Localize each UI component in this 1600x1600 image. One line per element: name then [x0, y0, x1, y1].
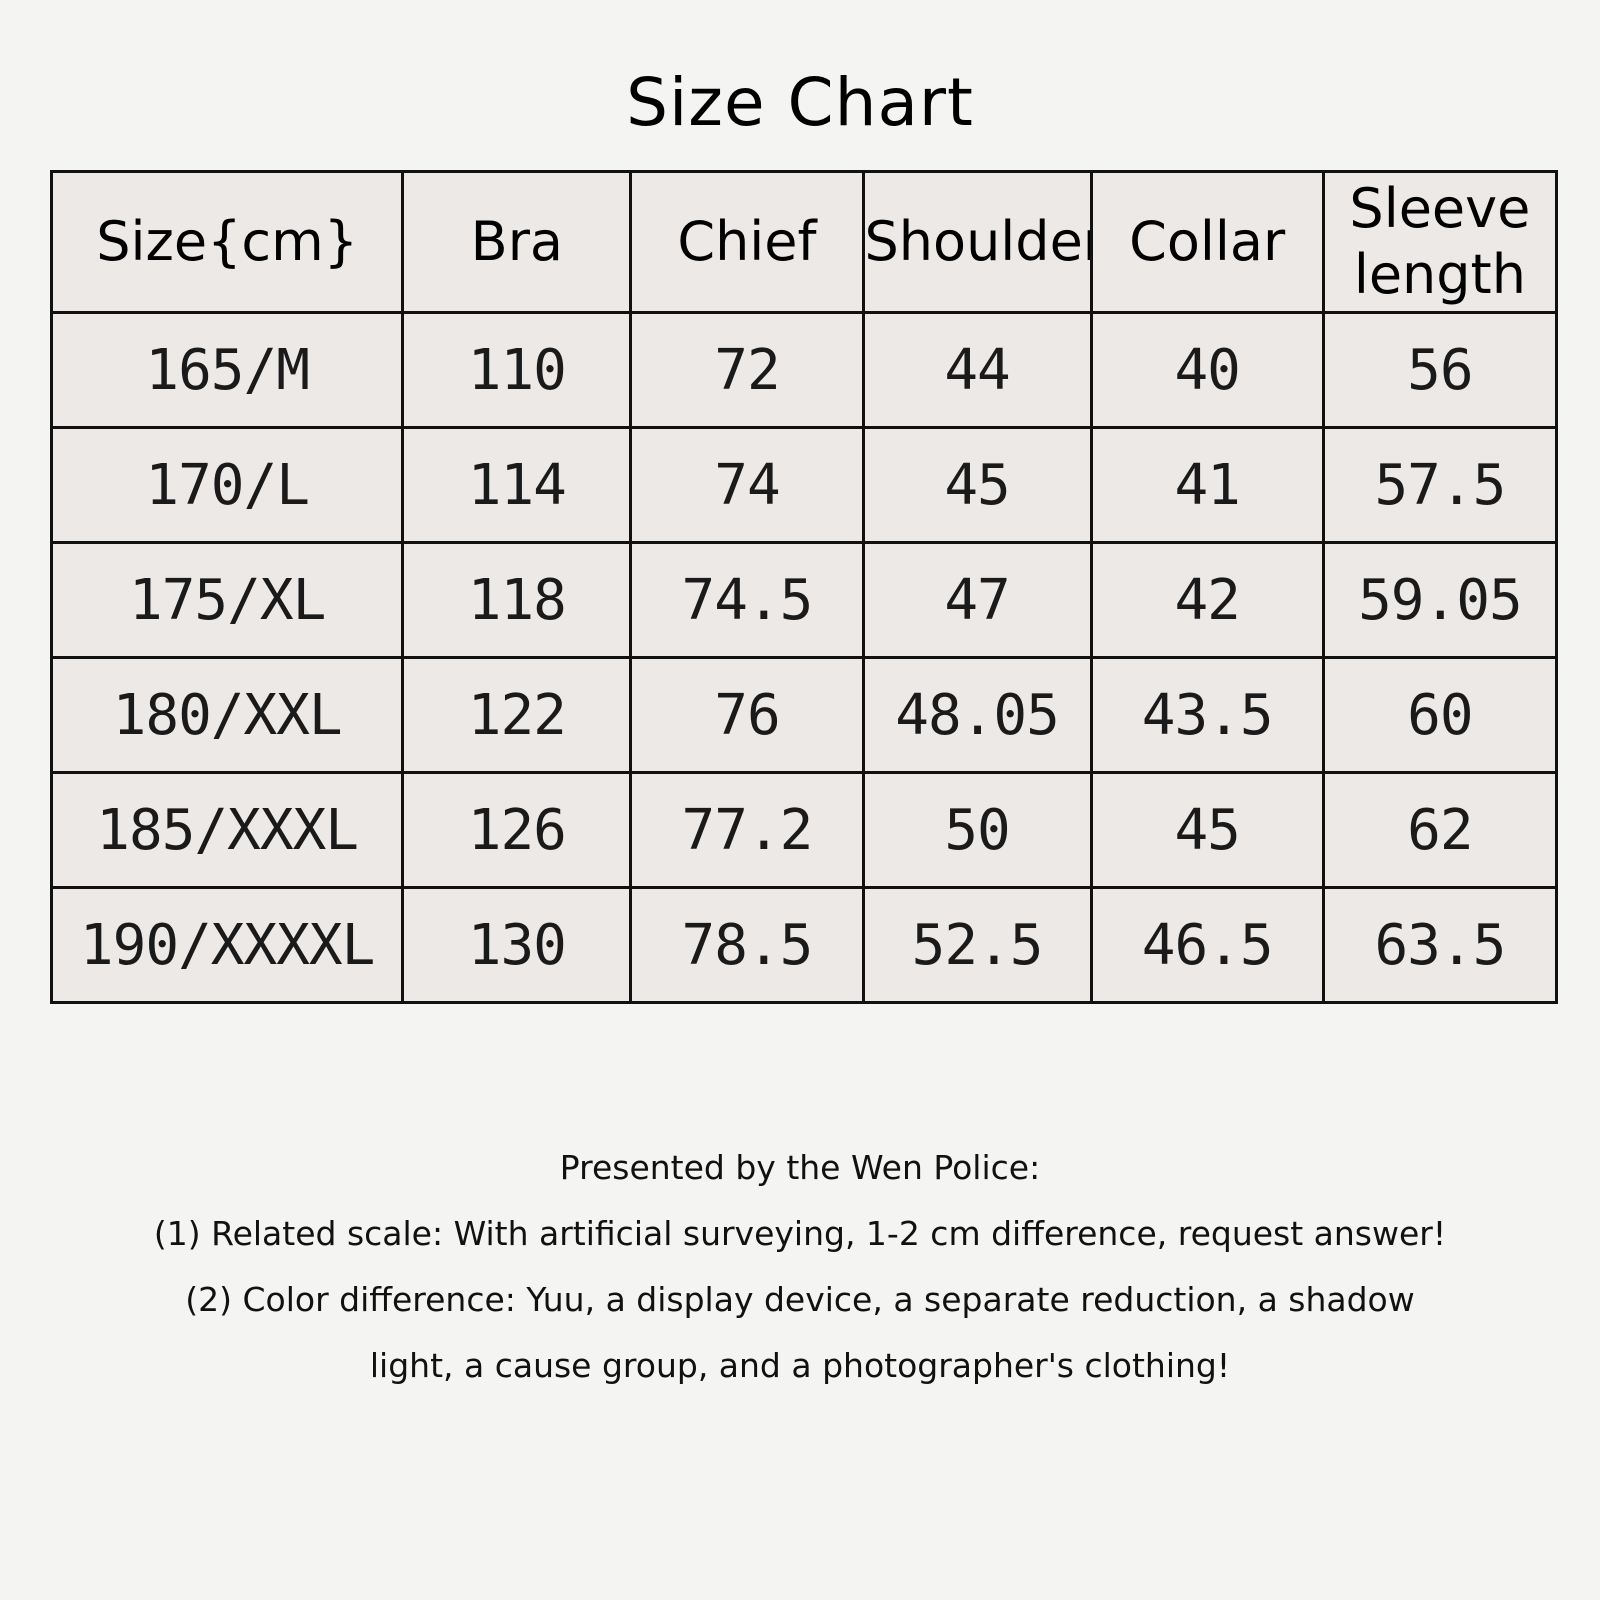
table-row: 190/XXXXL 130 78.5 52.5 46.5 63.5 — [49, 886, 1559, 1004]
table-row: 175/XL 118 74.5 47 42 59.05 — [49, 541, 1559, 659]
cell-chief: 78.5 — [629, 886, 865, 1004]
cell-collar: 46.5 — [1089, 886, 1325, 1004]
cell-collar: 45 — [1089, 771, 1325, 889]
notes-line-1: (1) Related scale: With artificial surve… — [153, 1214, 1447, 1253]
table-header-row: Size{cm} Bra Chief Shoulder Collar Sleev… — [49, 170, 1559, 314]
cell-sleeve-length: 56 — [1321, 311, 1559, 429]
cell-collar: 41 — [1089, 426, 1325, 544]
header-shoulder: Shoulder — [861, 170, 1093, 314]
cell-collar: 42 — [1089, 541, 1325, 659]
notes-intro: Presented by the Wen Police: — [559, 1148, 1041, 1187]
cell-bra: 118 — [401, 541, 633, 659]
cell-size: 170/L — [49, 426, 405, 544]
cell-chief: 77.2 — [629, 771, 865, 889]
table-row: 185/XXXL 126 77.2 50 45 62 — [49, 771, 1559, 889]
cell-sleeve-length: 59.05 — [1321, 541, 1559, 659]
size-table: Size{cm} Bra Chief Shoulder Collar Sleev… — [49, 170, 1559, 1004]
cell-size: 180/XXL — [49, 656, 405, 774]
cell-bra: 110 — [401, 311, 633, 429]
cell-shoulder: 48.05 — [861, 656, 1093, 774]
cell-sleeve-length: 62 — [1321, 771, 1559, 889]
cell-size: 165/M — [49, 311, 405, 429]
cell-size: 185/XXXL — [49, 771, 405, 889]
cell-chief: 74 — [629, 426, 865, 544]
notes-line-3: light, a cause group, and a photographer… — [369, 1346, 1231, 1385]
size-table-container: Size{cm} Bra Chief Shoulder Collar Sleev… — [49, 170, 1559, 1004]
cell-sleeve-length: 60 — [1321, 656, 1559, 774]
cell-bra: 122 — [401, 656, 633, 774]
cell-shoulder: 44 — [861, 311, 1093, 429]
table-row: 170/L 114 74 45 41 57.5 — [49, 426, 1559, 544]
cell-bra: 130 — [401, 886, 633, 1004]
cell-shoulder: 52.5 — [861, 886, 1093, 1004]
cell-bra: 126 — [401, 771, 633, 889]
header-bra: Bra — [401, 170, 633, 314]
cell-chief: 74.5 — [629, 541, 865, 659]
cell-size: 175/XL — [49, 541, 405, 659]
table-row: 165/M 110 72 44 40 56 — [49, 311, 1559, 429]
cell-bra: 114 — [401, 426, 633, 544]
cell-shoulder: 47 — [861, 541, 1093, 659]
cell-shoulder: 50 — [861, 771, 1093, 889]
page-title: Size Chart — [626, 64, 974, 141]
notes-line-2: (2) Color difference: Yuu, a display dev… — [185, 1280, 1415, 1319]
header-chief: Chief — [629, 170, 865, 314]
cell-size: 190/XXXXL — [49, 886, 405, 1004]
cell-collar: 40 — [1089, 311, 1325, 429]
cell-collar: 43.5 — [1089, 656, 1325, 774]
table-row: 180/XXL 122 76 48.05 43.5 60 — [49, 656, 1559, 774]
header-sleeve-length: Sleeve length — [1321, 170, 1559, 314]
header-size: Size{cm} — [49, 170, 405, 314]
header-collar: Collar — [1089, 170, 1325, 314]
cell-chief: 76 — [629, 656, 865, 774]
cell-sleeve-length: 57.5 — [1321, 426, 1559, 544]
notes-block: Presented by the Wen Police: (1) Related… — [80, 1135, 1520, 1399]
cell-chief: 72 — [629, 311, 865, 429]
cell-sleeve-length: 63.5 — [1321, 886, 1559, 1004]
cell-shoulder: 45 — [861, 426, 1093, 544]
